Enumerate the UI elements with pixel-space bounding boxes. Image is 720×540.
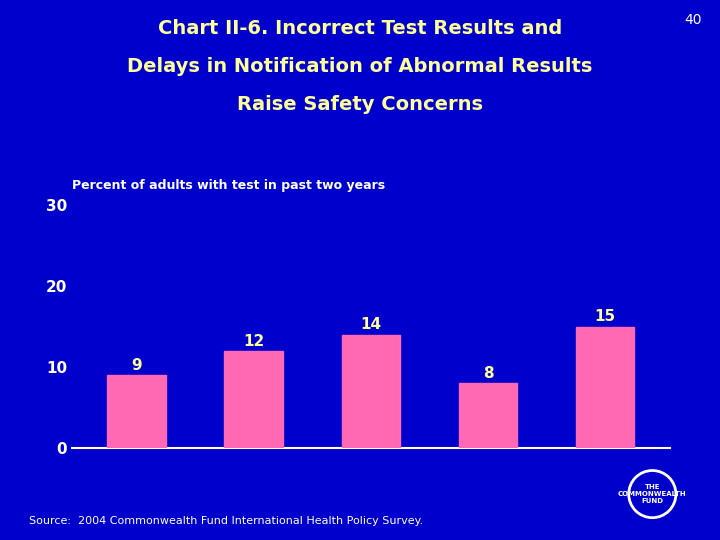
Text: Percent of adults with test in past two years: Percent of adults with test in past two … [72,179,385,192]
Text: Delays in Notification of Abnormal Results: Delays in Notification of Abnormal Resul… [127,57,593,76]
Bar [107,375,166,448]
Bar [459,383,517,448]
Text: 15: 15 [595,309,616,324]
Text: 9: 9 [131,358,142,373]
Text: Source:  2004 Commonwealth Fund International Health Policy Survey.: Source: 2004 Commonwealth Fund Internati… [29,516,423,526]
Bar [576,327,634,448]
Bar [341,335,400,448]
Bar [225,351,283,448]
Text: Raise Safety Concerns: Raise Safety Concerns [237,94,483,113]
Text: Chart II-6. Incorrect Test Results and: Chart II-6. Incorrect Test Results and [158,19,562,38]
Text: 12: 12 [243,334,264,349]
Text: 40: 40 [685,14,702,28]
Text: THE
COMMONWEALTH
FUND: THE COMMONWEALTH FUND [618,484,687,504]
Text: 8: 8 [482,366,493,381]
Text: 14: 14 [360,318,382,332]
